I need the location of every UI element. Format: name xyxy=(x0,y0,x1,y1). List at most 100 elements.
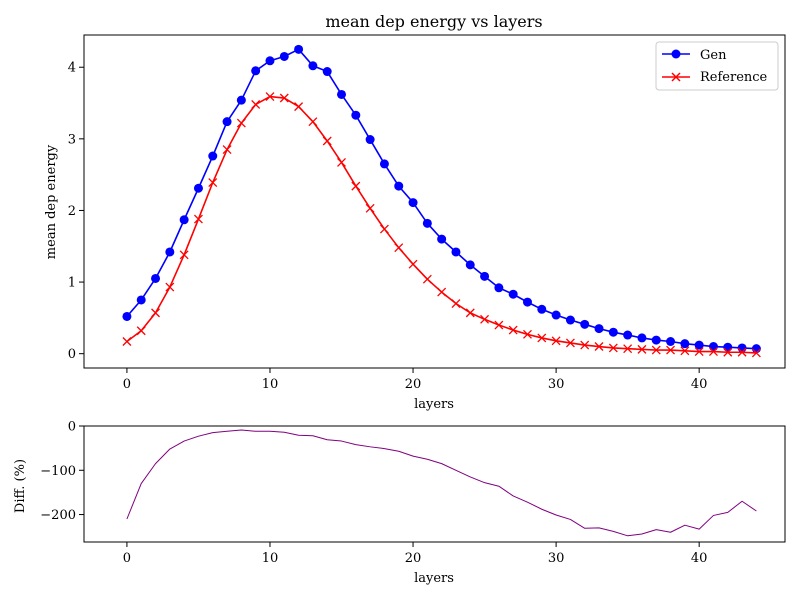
gen-point xyxy=(322,67,332,77)
gen-point xyxy=(265,56,275,66)
legend-gen-label: Gen xyxy=(700,48,727,63)
reference-point xyxy=(465,308,475,318)
reference-point xyxy=(251,100,261,109)
diff-x-axis-label: layers xyxy=(414,571,454,586)
gen-point xyxy=(637,333,647,343)
reference-point xyxy=(637,344,647,354)
reference-point xyxy=(709,347,718,356)
gen-point xyxy=(365,135,375,145)
reference-point xyxy=(136,326,146,336)
reference-point xyxy=(322,136,332,146)
reference-point xyxy=(723,347,733,357)
gen-point xyxy=(337,89,347,99)
reference-point xyxy=(394,243,404,253)
y-tick-label: 3 xyxy=(68,132,76,147)
y-tick-label: 0 xyxy=(68,420,76,435)
main-x-ticks: 0 10 20 30 40 xyxy=(123,368,708,392)
gen-point xyxy=(480,271,490,281)
y-tick-label: 2 xyxy=(68,204,76,219)
reference-point xyxy=(193,214,203,224)
x-tick-label: 30 xyxy=(548,377,565,392)
gen-point xyxy=(279,51,289,61)
diff-plot-frame xyxy=(83,425,786,543)
main-plot-title: mean dep energy vs layers xyxy=(325,12,542,31)
main-series-group xyxy=(122,44,761,358)
reference-point xyxy=(437,287,447,297)
main-x-axis-label: layers xyxy=(414,397,454,412)
diff-y-axis-label: Diff. (%) xyxy=(13,459,28,513)
gen-point xyxy=(494,283,504,293)
reference-point xyxy=(208,178,218,187)
x-tick-label: 20 xyxy=(405,377,422,392)
legend: Gen Reference xyxy=(655,41,779,91)
gen-point xyxy=(408,198,418,208)
diff-series-group xyxy=(84,425,785,537)
gen-point xyxy=(680,339,690,349)
reference-point xyxy=(337,158,346,167)
reference-point xyxy=(179,250,189,260)
reference-point xyxy=(151,308,160,318)
x-tick-label: 0 xyxy=(123,377,131,392)
reference-point xyxy=(222,145,232,155)
reference-point xyxy=(680,346,690,356)
gen-point xyxy=(522,297,532,307)
y-tick-label: −200 xyxy=(40,508,76,523)
gen-point xyxy=(451,247,461,257)
legend-gen-marker xyxy=(671,49,681,59)
x-tick-label: 0 xyxy=(123,551,131,566)
gen-point xyxy=(236,95,246,105)
reference-point xyxy=(551,336,561,346)
gen-point xyxy=(623,330,633,340)
gen-point xyxy=(437,234,447,244)
gen-point xyxy=(751,344,761,354)
reference-point xyxy=(494,320,504,330)
reference-point xyxy=(236,118,246,128)
x-tick-label: 30 xyxy=(548,551,565,566)
gen-point xyxy=(151,273,161,283)
gen-point xyxy=(193,183,203,193)
y-tick-label: −100 xyxy=(40,464,76,479)
reference-point xyxy=(480,314,490,324)
reference-point xyxy=(666,345,676,355)
reference-point xyxy=(365,203,375,213)
gen-point xyxy=(723,342,733,352)
series-0-line xyxy=(126,429,757,537)
x-tick-label: 10 xyxy=(262,551,279,566)
x-tick-label: 40 xyxy=(691,377,708,392)
legend-reference-marker xyxy=(671,72,681,82)
reference-point xyxy=(351,181,361,191)
reference-point xyxy=(308,117,318,127)
gen-point xyxy=(651,335,661,345)
reference-point xyxy=(265,92,275,102)
gen-point xyxy=(508,289,518,299)
gen-point xyxy=(394,181,404,191)
legend-reference-label: Reference xyxy=(700,70,768,85)
reference-point xyxy=(294,102,304,112)
main-y-ticks: 0 1 2 3 4 xyxy=(68,61,84,362)
x-tick-label: 20 xyxy=(405,551,422,566)
gen-point xyxy=(594,324,604,334)
x-tick-label: 10 xyxy=(262,377,279,392)
reference-point xyxy=(537,333,547,343)
reference-point xyxy=(379,224,389,234)
reference-point xyxy=(523,329,532,339)
reference-point xyxy=(594,342,604,351)
gen-point xyxy=(294,44,304,54)
gen-point xyxy=(136,295,146,305)
main-y-axis-label: mean dep energy xyxy=(44,144,59,259)
reference-point xyxy=(737,347,747,357)
gen-point xyxy=(537,304,547,314)
gen-point xyxy=(465,260,475,270)
reference-point xyxy=(451,299,461,309)
gen-point xyxy=(122,311,132,321)
x-tick-label: 40 xyxy=(691,551,708,566)
gen-point xyxy=(551,310,561,320)
gen-point xyxy=(222,117,232,127)
gen-point xyxy=(422,218,432,228)
reference-point xyxy=(608,343,618,353)
reference-point xyxy=(508,325,518,335)
gen-point xyxy=(179,215,189,225)
gen-point xyxy=(694,340,704,350)
y-tick-label: 1 xyxy=(68,276,76,291)
